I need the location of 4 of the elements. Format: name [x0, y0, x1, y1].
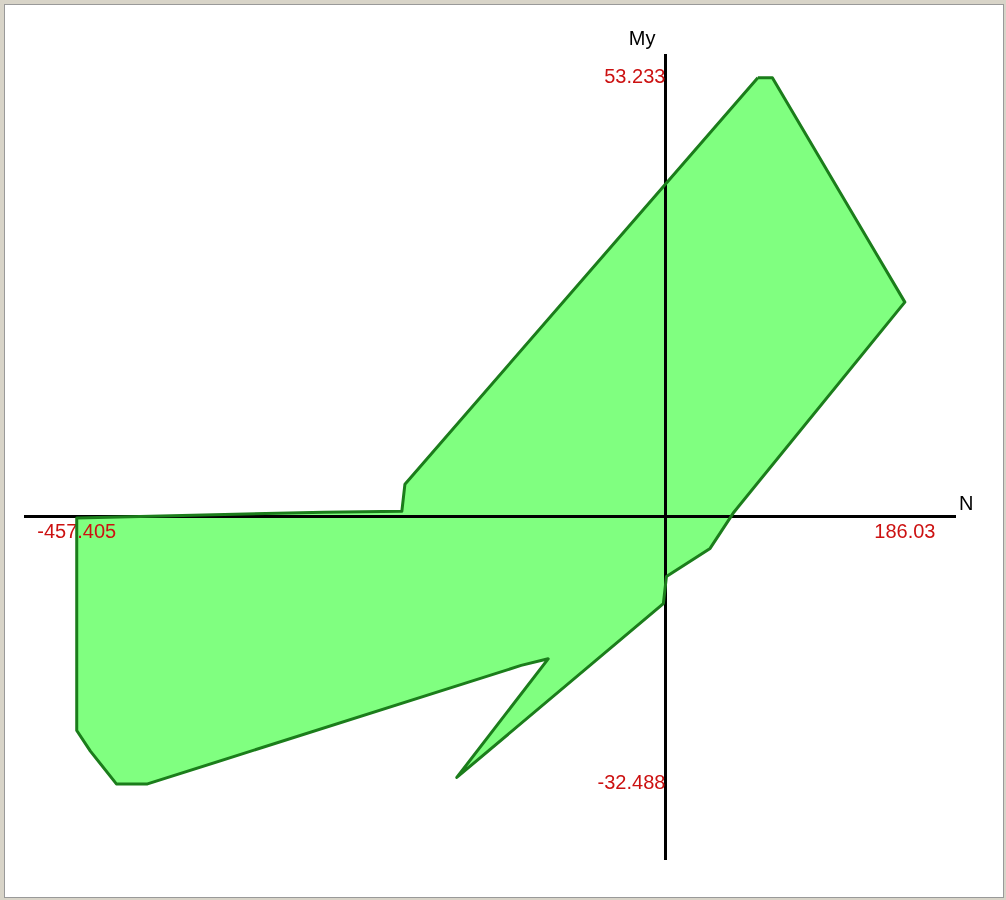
x-tick-label: 186.03 [874, 519, 936, 542]
x-tick-label: -457.405 [37, 519, 117, 542]
y-axis-title: My [628, 26, 656, 49]
x-axis-title: N [959, 491, 974, 514]
